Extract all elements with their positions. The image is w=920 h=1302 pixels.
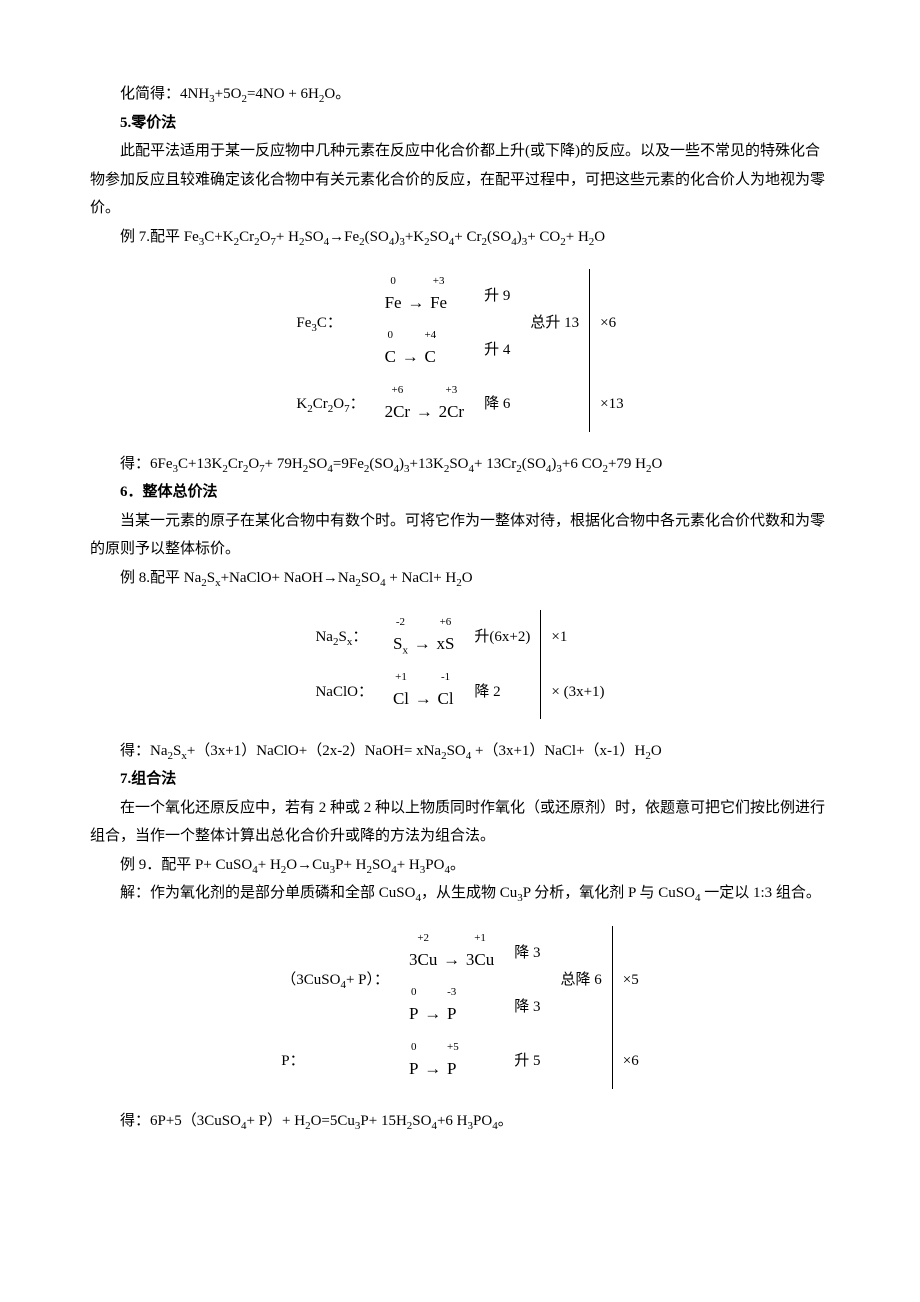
ox-change: 升 4 [474,323,520,377]
table-row: P： 0P → +5P 升 5 ×6 [271,1035,648,1089]
table-row: Fe3C： 0Fe → +3Fe 升 9 总升 13 ×6 [286,269,633,323]
example-9-solve: 解：作为氧化剂的是部分单质磷和全部 CuSO4，从生成物 Cu3P 分析，氧化剂… [90,879,830,908]
arrow-icon: → [441,944,462,976]
arrow-icon: → [405,287,426,319]
ox-transition: 0Fe → +3Fe [375,269,475,323]
example-9-result: 得：6P+5（3CuSO4+ P）+ H2O=5Cu3P+ 15H2SO4+6 … [90,1107,830,1136]
ox-mult: ×6 [590,269,634,378]
diagram-7: Fe3C： 0Fe → +3Fe 升 9 总升 13 ×6 0C → +4C 升… [286,269,633,432]
arrow-icon: → [400,341,421,373]
ox-change: 升(6x+2) [464,610,540,664]
ox-change: 降 6 [474,378,520,432]
diagram-label: P： [271,1035,399,1089]
ox-transition: 0P → -3P [399,980,504,1034]
table-row: NaClO： +1Cl → -1Cl 降 2 × (3x+1) [305,665,614,719]
simplify-line: 化简得：4NH3+5O2=4NO + 6H2O。 [90,80,830,109]
ox-transition: +1Cl → -1Cl [383,665,464,719]
arrow-icon: → [412,628,433,660]
ox-change: 降 3 [504,926,550,980]
ox-sum: 总升 13 [520,269,589,378]
diagram-8: Na2Sx： -2Sx → +6xS 升(6x+2) ×1 NaClO： +1C… [305,610,614,719]
arrow-icon: → [413,683,434,715]
example-7-result: 得：6Fe3C+13K2Cr2O7+ 79H2SO4=9Fe2(SO4)3+13… [90,450,830,479]
section-7-text: 在一个氧化还原反应中，若有 2 种或 2 种以上物质同时作氧化（或还原剂）时，依… [90,794,830,851]
ox-change: 升 9 [474,269,520,323]
section-5-title: 5.零价法 [90,109,830,138]
arrow-icon: → [422,1053,443,1085]
diagram-label: Fe3C： [286,269,374,378]
diagram-label: Na2Sx： [305,610,383,664]
example-7-label: 例 7.配平 Fe3C+K2Cr2O7+ H2SO4→Fe2(SO4)3+K2S… [90,223,830,252]
section-7-title: 7.组合法 [90,765,830,794]
ox-transition: 0P → +5P [399,1035,504,1089]
ox-mult: ×6 [612,1035,648,1089]
diagram-label: NaClO： [305,665,383,719]
ox-transition: -2Sx → +6xS [383,610,464,664]
arrow-icon: → [414,396,435,428]
ox-sum: 总降 6 [550,926,612,1035]
diagram-label: （3CuSO4+ P）： [271,926,399,1035]
ox-mult: ×13 [590,378,634,432]
ox-mult: ×1 [541,610,615,664]
section-6-title: 6．整体总价法 [90,478,830,507]
section-6-text: 当某一元素的原子在某化合物中有数个时。可将它作为一整体对待，根据化合物中各元素化… [90,507,830,564]
example-8-result: 得：Na2Sx+（3x+1）NaClO+（2x-2）NaOH= xNa2SO4 … [90,737,830,766]
ox-transition: +62Cr → +32Cr [375,378,475,432]
section-5-text: 此配平法适用于某一反应物中几种元素在反应中化合价都上升(或下降)的反应。以及一些… [90,137,830,223]
ox-sum [550,1035,612,1089]
ox-mult: ×5 [612,926,648,1035]
table-row: Na2Sx： -2Sx → +6xS 升(6x+2) ×1 [305,610,614,664]
ox-transition: +23Cu → +13Cu [399,926,504,980]
arrow-icon: → [422,998,443,1030]
example-8-label: 例 8.配平 Na2Sx+NaClO+ NaOH→Na2SO4 + NaCl+ … [90,564,830,593]
ox-change: 降 2 [464,665,540,719]
diagram-label: K2Cr2O7： [286,378,374,432]
table-row: K2Cr2O7： +62Cr → +32Cr 降 6 ×13 [286,378,633,432]
ox-change: 降 3 [504,980,550,1034]
ox-change: 升 5 [504,1035,550,1089]
ox-transition: 0C → +4C [375,323,475,377]
diagram-9: （3CuSO4+ P）： +23Cu → +13Cu 降 3 总降 6 ×5 0… [271,926,648,1089]
ox-mult: × (3x+1) [541,665,615,719]
ox-sum [520,378,589,432]
table-row: （3CuSO4+ P）： +23Cu → +13Cu 降 3 总降 6 ×5 [271,926,648,980]
example-9-label: 例 9．配平 P+ CuSO4+ H2O→Cu3P+ H2SO4+ H3PO4。 [90,851,830,880]
